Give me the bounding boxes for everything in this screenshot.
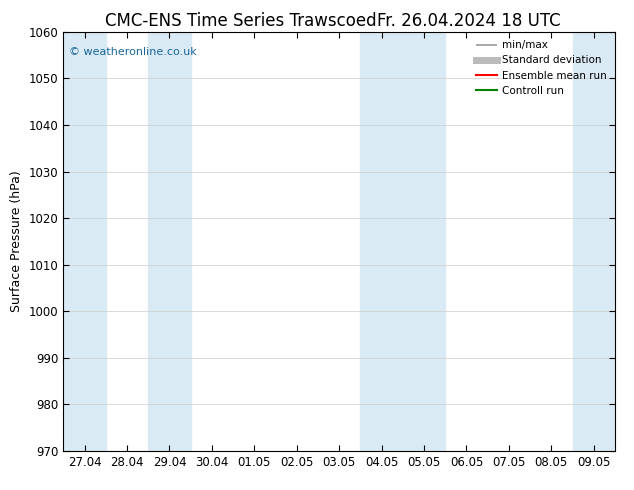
Bar — [573, 32, 634, 451]
Legend: min/max, Standard deviation, Ensemble mean run, Controll run: min/max, Standard deviation, Ensemble me… — [473, 37, 610, 99]
Bar — [63, 32, 106, 451]
Text: © weatheronline.co.uk: © weatheronline.co.uk — [69, 47, 197, 56]
Text: CMC-ENS Time Series Trawscoed: CMC-ENS Time Series Trawscoed — [105, 12, 377, 30]
Bar — [148, 32, 191, 451]
Y-axis label: Surface Pressure (hPa): Surface Pressure (hPa) — [10, 171, 23, 312]
Bar — [360, 32, 445, 451]
Text: Fr. 26.04.2024 18 UTC: Fr. 26.04.2024 18 UTC — [377, 12, 561, 30]
